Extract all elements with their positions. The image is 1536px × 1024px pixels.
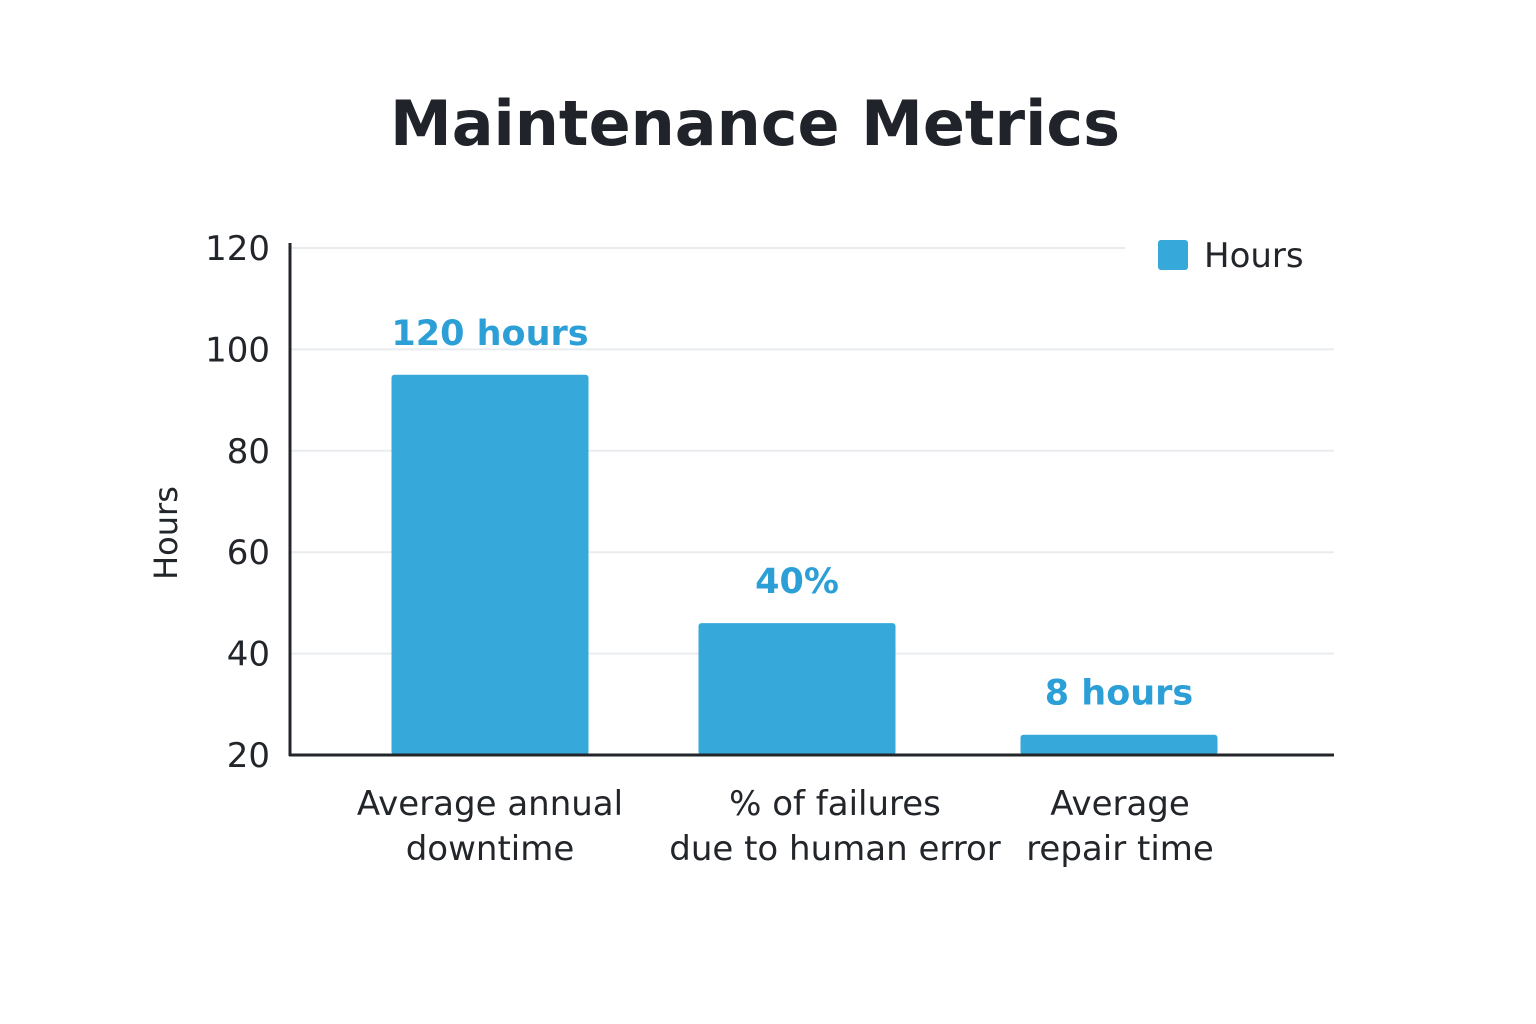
bars	[391, 374, 1218, 755]
y-tick-label: 20	[227, 736, 270, 776]
x-category-label: % of failures due to human error	[669, 784, 1001, 869]
x-category-label: Average annual downtime	[357, 784, 623, 869]
y-tick-label: 60	[227, 533, 270, 573]
axes	[288, 243, 1334, 757]
chart-title: Maintenance Metrics	[390, 87, 1120, 160]
legend-swatch-hours	[1158, 240, 1188, 270]
legend: Hours	[1158, 236, 1304, 276]
data-labels: 120 hours 40% 8 hours	[391, 314, 1193, 714]
x-category-label: Average repair time	[1026, 784, 1214, 869]
data-label: 40%	[755, 562, 839, 602]
y-tick-label: 100	[205, 330, 270, 370]
y-tick-labels: 20 40 60 80 100 120	[205, 229, 270, 776]
data-label: 120 hours	[391, 314, 588, 354]
y-tick-label: 120	[205, 229, 270, 269]
category-labels: Average annual downtime % of failures due t…	[357, 784, 1214, 869]
y-axis-title: Hours	[147, 486, 185, 580]
legend-label-hours: Hours	[1204, 236, 1304, 276]
bar	[698, 623, 896, 755]
y-tick-label: 80	[227, 432, 270, 472]
bar	[1020, 734, 1218, 755]
data-label: 8 hours	[1045, 674, 1194, 714]
y-tick-label: 40	[227, 635, 270, 675]
bar	[391, 374, 589, 755]
